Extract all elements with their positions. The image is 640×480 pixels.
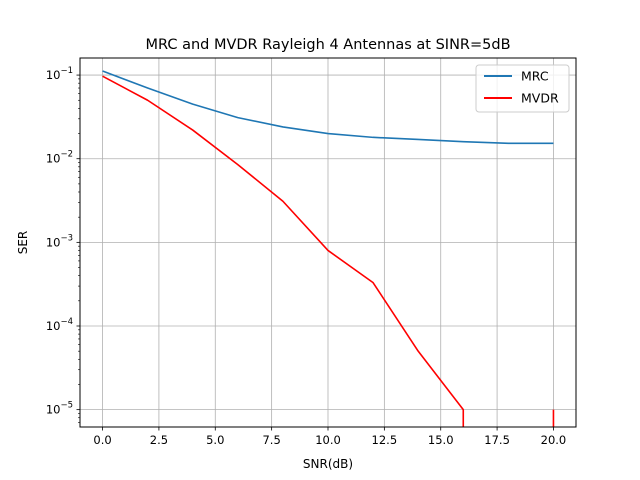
x-tick-label: 12.5 [372,433,398,447]
x-tick-label: 7.5 [262,433,280,447]
y-tick-label: 10−4 [46,317,73,333]
series-line-mvdr [102,75,555,427]
legend-label-mrc: MRC [521,69,549,84]
chart-title: MRC and MVDR Rayleigh 4 Antennas at SINR… [145,37,510,53]
series-layer [102,70,555,427]
x-tick-label: 20.0 [541,433,567,447]
x-tick-label: 0.0 [93,433,111,447]
series-line-mrc [102,70,554,145]
x-tick-label: 15.0 [428,433,454,447]
x-tick-label: 2.5 [150,433,168,447]
y-tick-label: 10−3 [46,233,73,249]
y-tick-label: 10−5 [46,401,73,417]
x-tick-label: 5.0 [206,433,224,447]
x-tick-label: 10.0 [315,433,341,447]
legend-label-mvdr: MVDR [521,91,559,106]
y-tick-label: 10−2 [46,150,73,166]
y-axis-label: SER [16,231,30,255]
x-tick-label: 17.5 [484,433,510,447]
ticks: 0.0 2.5 5.0 7.5 10.0 12.5 15.0 17.5 20.0 10−1 10−2… [46,66,566,447]
legend: MRC MVDR [475,64,570,113]
y-tick-label: 10−1 [46,66,73,82]
x-axis-label: SNR(dB) [303,457,353,471]
